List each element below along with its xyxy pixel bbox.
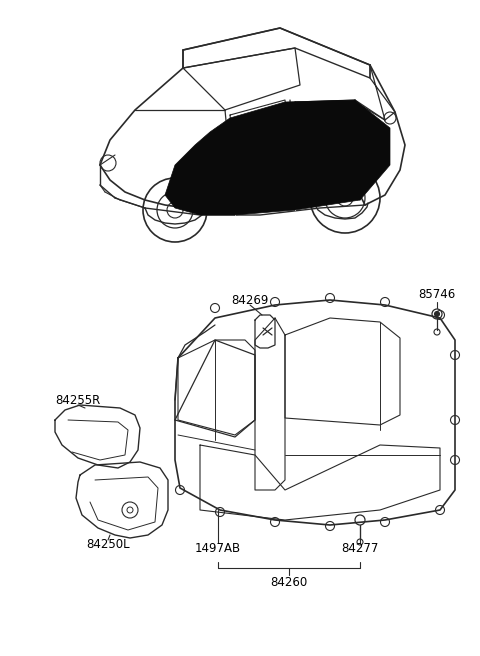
Text: 84255R: 84255R <box>55 394 101 407</box>
Text: 1497AB: 1497AB <box>195 541 241 554</box>
Text: 84250L: 84250L <box>86 539 130 552</box>
Circle shape <box>434 312 440 316</box>
Text: 85746: 85746 <box>419 289 456 302</box>
Polygon shape <box>165 100 390 215</box>
Text: 84260: 84260 <box>270 575 308 588</box>
Text: 84269: 84269 <box>231 293 269 306</box>
Text: 84277: 84277 <box>341 541 379 554</box>
